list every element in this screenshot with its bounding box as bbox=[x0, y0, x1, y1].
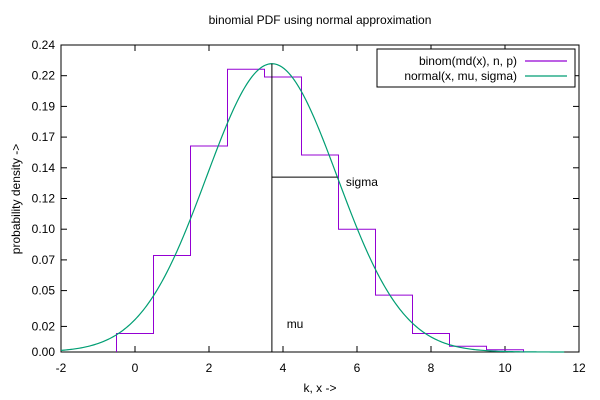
x-tick-label: 8 bbox=[428, 361, 435, 375]
y-tick-label: 0.24 bbox=[32, 38, 56, 52]
legend-label: binom(md(x), n, p) bbox=[419, 54, 517, 68]
y-tick-label: 0.14 bbox=[32, 161, 56, 175]
legend: binom(md(x), n, p)normal(x, mu, sigma) bbox=[376, 48, 576, 88]
plot-frame bbox=[60, 44, 580, 353]
annotation-mu: mu bbox=[287, 317, 304, 331]
x-tick-label: 6 bbox=[354, 361, 361, 375]
binom-step-series bbox=[116, 68, 524, 352]
x-tick-label: 10 bbox=[498, 361, 512, 375]
y-tick-label: 0.02 bbox=[32, 319, 56, 333]
plot-border bbox=[60, 44, 580, 353]
legend-label: normal(x, mu, sigma) bbox=[404, 69, 517, 83]
y-axis-label: probability density -> bbox=[9, 144, 23, 254]
chart-title: binomial PDF using normal approximation bbox=[209, 13, 432, 27]
legend-box bbox=[376, 48, 576, 88]
y-tick-label: 0.22 bbox=[32, 69, 56, 83]
x-tick-label: 0 bbox=[132, 361, 139, 375]
y-tick-label: 0.12 bbox=[32, 192, 56, 206]
y-tick-label: 0.05 bbox=[32, 284, 56, 298]
y-tick-label: 0.19 bbox=[32, 99, 56, 113]
y-tick-label: 0.07 bbox=[32, 253, 56, 267]
normal-curve-series bbox=[60, 63, 565, 353]
x-tick-label: 12 bbox=[572, 361, 586, 375]
y-tick-label: 0.00 bbox=[32, 345, 56, 359]
x-tick-label: 4 bbox=[280, 361, 287, 375]
series-layer bbox=[60, 63, 565, 353]
annotations: mu sigma bbox=[287, 175, 379, 331]
x-axis-label: k, x -> bbox=[303, 381, 336, 395]
axis-ticks: -2 0 2 4 6 8 10 12 0.00 0.02 0.05 0.07 0.10 0.12 0.14 0… bbox=[32, 38, 586, 375]
y-tick-label: 0.10 bbox=[32, 222, 56, 236]
x-tick-label: -2 bbox=[56, 361, 67, 375]
annotation-sigma: sigma bbox=[346, 175, 378, 189]
x-tick-label: 2 bbox=[206, 361, 213, 375]
y-tick-label: 0.17 bbox=[32, 130, 56, 144]
